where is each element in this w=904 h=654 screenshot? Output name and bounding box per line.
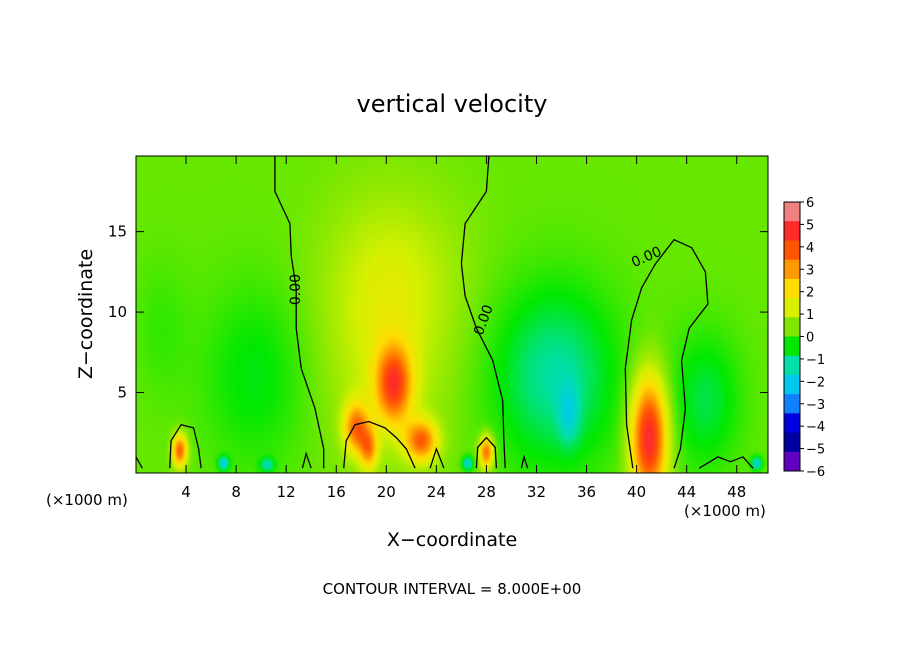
- x-tick-label: 44: [677, 483, 696, 501]
- contour-interval-note: CONTOUR INTERVAL = 8.000E+00: [323, 580, 582, 598]
- plot-area: 0.000.000.00: [135, 155, 769, 474]
- x-tick-label: 20: [377, 483, 396, 501]
- x-tick-label: 4: [181, 483, 191, 501]
- x-tick-label: 28: [477, 483, 496, 501]
- x-tick-label: 12: [277, 483, 296, 501]
- colorbar-swatch: [784, 336, 800, 357]
- y-axis-label: Z−coordinate: [75, 249, 97, 379]
- colorbar-label: −4: [806, 420, 825, 435]
- x-tick-label: 32: [527, 483, 546, 501]
- colorbar-label: −3: [806, 398, 825, 413]
- x-tick-label: 36: [577, 483, 596, 501]
- colorbar-label: 6: [806, 196, 814, 211]
- contour-line: [624, 238, 709, 469]
- colorbar-swatch: [784, 451, 800, 472]
- colorbar-swatch: [784, 202, 800, 222]
- colorbar-label: 0: [806, 331, 814, 346]
- contour-line: [274, 156, 325, 469]
- colorbar-swatch: [784, 394, 800, 414]
- colorbar-label: −2: [806, 375, 825, 390]
- chart-title: vertical velocity: [357, 90, 548, 118]
- contour-line: [301, 451, 312, 469]
- contour-lines: [135, 155, 754, 469]
- colorbar-swatch: [784, 221, 800, 241]
- contour-line: [460, 155, 506, 469]
- colorbar-swatch: [784, 259, 800, 280]
- colorbar-label: 1: [806, 308, 814, 323]
- contour-line: [429, 446, 445, 469]
- contour-line: [135, 456, 143, 469]
- colorbar-swatch: [784, 374, 800, 395]
- contour-line: [520, 454, 529, 469]
- contour-line: [343, 420, 416, 469]
- colorbar-label: 2: [806, 286, 814, 301]
- x-tick-label: 40: [627, 483, 646, 501]
- contour-line: [169, 423, 202, 469]
- contour-label: 0.00: [288, 274, 304, 305]
- y-tick-label: 10: [108, 303, 127, 321]
- colorbar-label: 4: [806, 241, 814, 256]
- colorbar-swatch: [784, 278, 800, 299]
- x-tick-label: 16: [327, 483, 346, 501]
- colorbar-label: 5: [806, 218, 814, 233]
- y-tick-label: 5: [117, 384, 127, 402]
- y-tick-label: 15: [108, 223, 127, 241]
- velocity-field: [136, 156, 768, 473]
- x-tick-label: 48: [727, 483, 746, 501]
- colorbar-swatch: [784, 240, 800, 261]
- x-axis-label: X−coordinate: [387, 529, 517, 551]
- x-axis: 4 8 12 16 20 24 28 32 36 40 44 48: [181, 156, 746, 501]
- colorbar-label: −5: [806, 443, 825, 458]
- colorbar-swatch: [784, 298, 800, 318]
- contour-line: [475, 436, 498, 469]
- colorbar-swatch: [784, 413, 800, 434]
- plot-frame: [135, 155, 769, 474]
- y-axis: 5 10 15: [108, 223, 768, 402]
- colorbar-swatch: [784, 355, 800, 376]
- x-unit-left: (×1000 m): [46, 491, 128, 509]
- x-unit-right: (×1000 m): [684, 502, 766, 520]
- colorbar-label: −6: [806, 465, 825, 480]
- colorbar-label: −1: [806, 353, 825, 368]
- colorbar: 6 5 4 3 2 1 0 −1 −2 −3 −4 −5 −6: [783, 196, 825, 480]
- contour-line: [698, 456, 754, 469]
- x-tick-label: 8: [231, 483, 241, 501]
- x-tick-label: 24: [427, 483, 446, 501]
- colorbar-swatch: [784, 432, 800, 453]
- colorbar-swatch: [784, 317, 800, 337]
- colorbar-label: 3: [806, 263, 814, 278]
